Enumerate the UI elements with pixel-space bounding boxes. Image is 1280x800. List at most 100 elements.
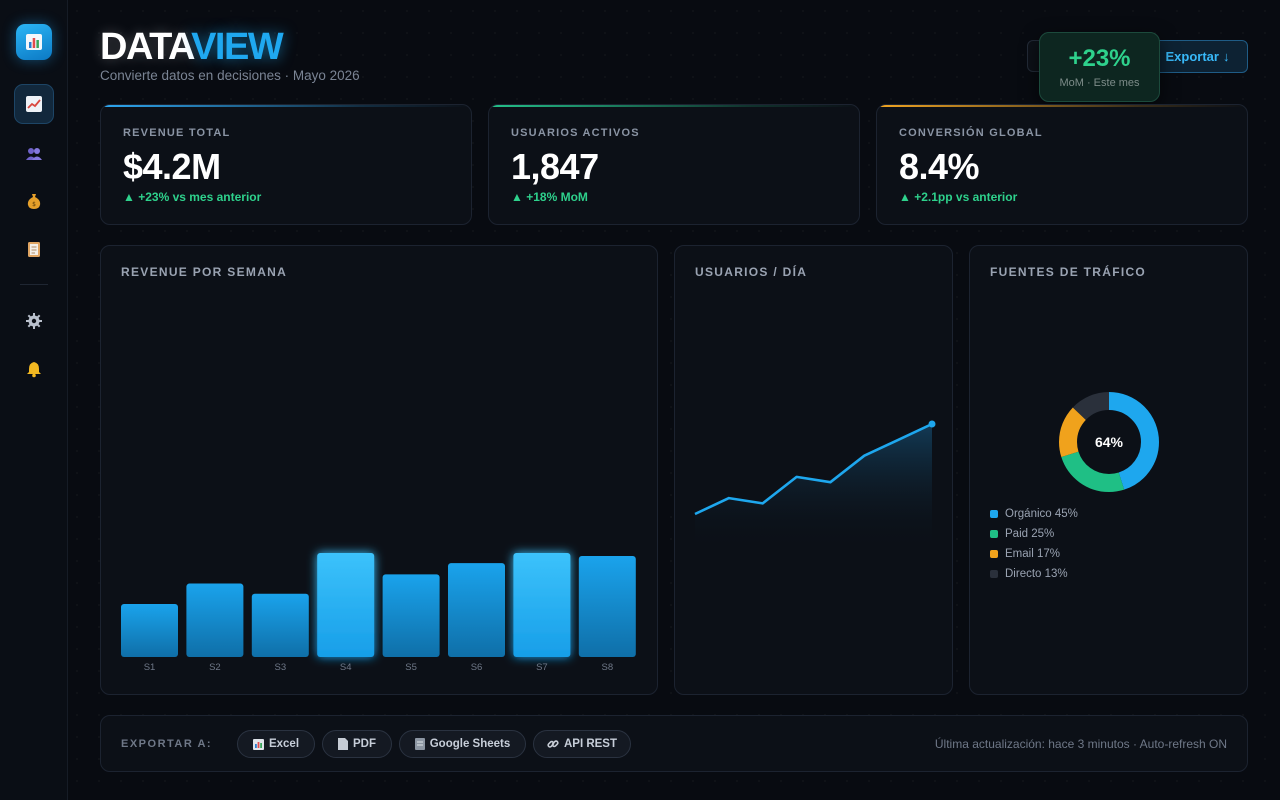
legend-item: Directo 13% [990, 564, 1078, 584]
nav-item-reports[interactable] [14, 229, 54, 269]
money-bag-icon: $ [27, 194, 41, 209]
brand-part-1: DATA [100, 26, 193, 68]
export-pdf-button[interactable]: PDF [322, 730, 392, 758]
sidebar: $ [0, 0, 68, 800]
kpi-label: REVENUE TOTAL [123, 127, 231, 139]
growth-badge-value: +23% [1068, 45, 1131, 72]
nav-item-settings[interactable] [14, 301, 54, 341]
sidebar-divider [20, 284, 48, 285]
kpi-label: CONVERSIÓN GLOBAL [899, 127, 1043, 139]
legend-swatch [990, 530, 998, 538]
export-button-label: Exportar [1165, 49, 1219, 64]
bar-tick-label: S1 [144, 662, 156, 673]
legend-label: Directo 13% [1005, 568, 1068, 580]
kpi-value: 8.4% [899, 146, 980, 187]
bar-S6[interactable] [448, 563, 505, 657]
logo[interactable] [16, 24, 52, 60]
bar-tick-label: S8 [601, 662, 613, 673]
last-update-status: Última actualización: hace 3 minutos · A… [934, 737, 1227, 751]
bar-tick-label: S3 [274, 662, 286, 673]
brand-logo: DATAVIEW [100, 26, 284, 68]
donut-slice-directo[interactable] [1059, 392, 1159, 492]
bar-tick-label: S4 [340, 662, 352, 673]
legend-swatch [990, 510, 998, 518]
kpi-accent-line [101, 105, 471, 107]
donut-slice-email[interactable] [1059, 392, 1159, 492]
export-bar: EXPORTAR A: Excel PDF Google Sheets API … [100, 715, 1248, 772]
bar-tick-label: S2 [209, 662, 221, 673]
legend-label: Paid 25% [1005, 528, 1055, 540]
nav-item-users[interactable] [14, 134, 54, 174]
bell-icon [27, 362, 41, 378]
chart-up-icon [26, 96, 42, 112]
export-button[interactable]: Exportar ↓ [1147, 40, 1248, 73]
legend-item: Orgánico 45% [990, 504, 1078, 524]
panel-title: REVENUE POR SEMANA [121, 265, 288, 279]
kpi-card-revenue: REVENUE TOTAL $4.2M ▲ +23% vs mes anteri… [100, 104, 472, 225]
gear-icon [26, 313, 42, 329]
bar-S8[interactable] [578, 556, 636, 657]
growth-badge: +23% MoM · Este mes [1039, 32, 1160, 102]
bar-S3[interactable] [251, 593, 309, 657]
bar-tick-label: S6 [471, 662, 483, 673]
legend-item: Paid 25% [990, 524, 1078, 544]
kpi-card-users: USUARIOS ACTIVOS 1,847 ▲ +18% MoM [488, 104, 860, 225]
kpi-label: USUARIOS ACTIVOS [511, 127, 640, 139]
page-subtitle: Convierte datos en decisiones · Mayo 202… [100, 68, 360, 83]
panel-title: FUENTES DE TRÁFICO [990, 265, 1147, 279]
legend-swatch [990, 570, 998, 578]
kpi-card-conversion: CONVERSIÓN GLOBAL 8.4% ▲ +2.1pp vs anter… [876, 104, 1248, 225]
growth-badge-caption: MoM · Este mes [1059, 77, 1140, 89]
kpi-accent-line [489, 105, 859, 107]
export-api-rest-button[interactable]: API REST [533, 730, 631, 758]
bar-S5[interactable] [382, 574, 440, 657]
legend-label: Orgánico 45% [1005, 508, 1078, 520]
export-option-label: Excel [268, 738, 300, 750]
revenue-chart-panel: REVENUE POR SEMANA S1 S2 S3 S4 S5 S6 S7 S8 [100, 245, 658, 695]
traffic-legend: Orgánico 45% Paid 25% Email 17% Directo … [990, 504, 1078, 584]
nav-item-notifications[interactable] [14, 349, 54, 389]
users-chart-panel: USUARIOS / DÍA [674, 245, 953, 695]
link-icon [547, 740, 559, 748]
sheet-icon [414, 738, 425, 750]
bar-S4[interactable] [317, 553, 375, 657]
donut-center-label: 64% [1095, 434, 1124, 450]
kpi-accent-line [877, 105, 1247, 107]
revenue-bar-chart: S1 S2 S3 S4 S5 S6 S7 S8 [121, 553, 636, 673]
kpi-delta: ▲ +23% vs mes anterior [123, 190, 262, 204]
export-option-label: PDF [353, 738, 376, 750]
legend-item: Email 17% [990, 544, 1078, 564]
traffic-sources-panel: FUENTES DE TRÁFICO 64% Orgánico 45% Paid… [969, 245, 1248, 695]
kpi-delta: ▲ +18% MoM [511, 190, 588, 204]
legend-label: Email 17% [1005, 548, 1060, 560]
export-google-sheets-button[interactable]: Google Sheets [399, 730, 526, 758]
legend-swatch [990, 550, 998, 558]
nav-item-revenue[interactable]: $ [14, 181, 54, 221]
spreadsheet-icon [252, 738, 264, 750]
bar-S1[interactable] [121, 603, 178, 657]
document-icon [338, 738, 348, 750]
brand-part-2: VIEW [191, 26, 284, 68]
line-series [694, 422, 933, 516]
panel-title: USUARIOS / DÍA [695, 265, 808, 279]
bar-chart-icon [26, 34, 42, 50]
donut-slice-paid[interactable] [1059, 392, 1159, 492]
bar-tick-label: S7 [536, 662, 548, 673]
export-excel-button[interactable]: Excel [237, 730, 315, 758]
svg-text:$: $ [32, 201, 36, 208]
area-fill [695, 424, 932, 551]
bar-tick-label: S5 [405, 662, 417, 673]
bar-S2[interactable] [186, 583, 244, 657]
export-option-label: API REST [563, 738, 618, 750]
kpi-value: 1,847 [511, 146, 599, 187]
users-icon [26, 148, 42, 160]
kpi-value: $4.2M [123, 146, 221, 187]
export-bar-label: EXPORTAR A: [121, 738, 213, 750]
kpi-delta: ▲ +2.1pp vs anterior [899, 190, 1018, 204]
bar-S7[interactable] [513, 553, 571, 657]
nav-item-dashboard[interactable] [14, 84, 54, 124]
export-option-label: Google Sheets [429, 738, 511, 750]
users-area-chart [694, 420, 936, 551]
line-end-point[interactable] [928, 420, 936, 428]
traffic-donut-chart: 64% [1059, 392, 1159, 492]
